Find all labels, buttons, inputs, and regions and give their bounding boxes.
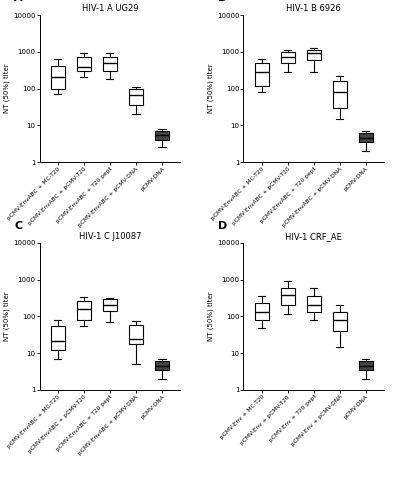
PathPatch shape [51, 326, 65, 350]
PathPatch shape [255, 303, 269, 320]
PathPatch shape [281, 52, 295, 63]
PathPatch shape [103, 58, 117, 71]
PathPatch shape [155, 131, 169, 140]
PathPatch shape [255, 63, 269, 86]
PathPatch shape [281, 288, 295, 306]
Y-axis label: NT (50%) titer: NT (50%) titer [4, 292, 10, 342]
PathPatch shape [155, 362, 169, 370]
PathPatch shape [333, 81, 347, 108]
Text: C: C [14, 221, 23, 231]
Text: A: A [14, 0, 23, 3]
PathPatch shape [51, 66, 65, 88]
Y-axis label: NT (50%) titer: NT (50%) titer [208, 292, 214, 342]
PathPatch shape [333, 312, 347, 331]
Title: HIV-1 B 6926: HIV-1 B 6926 [286, 4, 341, 13]
PathPatch shape [307, 50, 321, 60]
PathPatch shape [77, 58, 91, 71]
Title: HIV-1 CRF_AE: HIV-1 CRF_AE [286, 232, 342, 241]
PathPatch shape [359, 134, 373, 142]
PathPatch shape [77, 300, 91, 320]
PathPatch shape [129, 324, 143, 344]
PathPatch shape [307, 296, 321, 312]
PathPatch shape [359, 362, 373, 370]
Y-axis label: NT (50%) titer: NT (50%) titer [4, 64, 10, 114]
Text: D: D [218, 221, 227, 231]
Y-axis label: NT (50%) titer: NT (50%) titer [208, 64, 214, 114]
Text: B: B [218, 0, 227, 3]
Title: HIV-1 C J10087: HIV-1 C J10087 [79, 232, 141, 241]
PathPatch shape [103, 300, 117, 311]
PathPatch shape [129, 88, 143, 106]
Title: HIV-1 A UG29: HIV-1 A UG29 [82, 4, 138, 13]
